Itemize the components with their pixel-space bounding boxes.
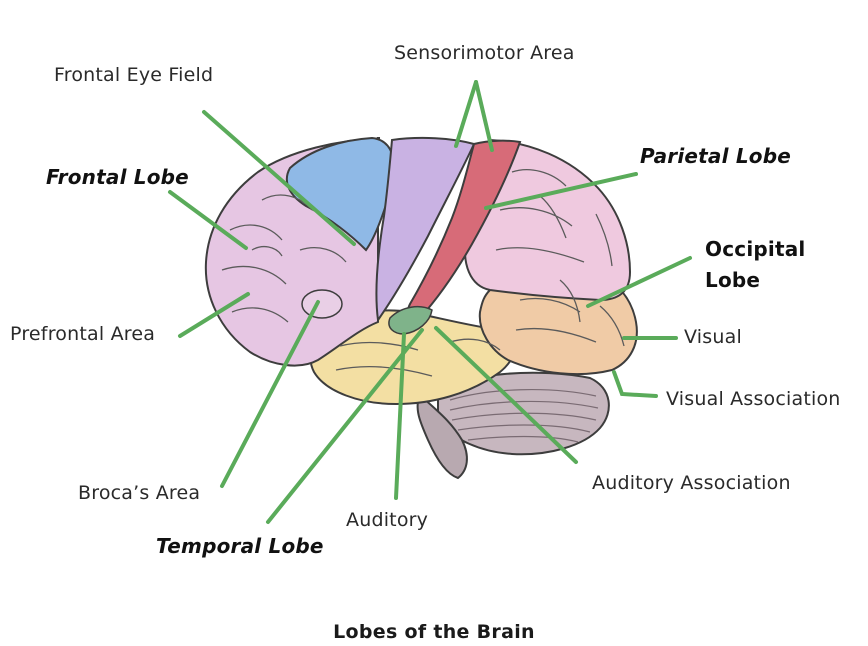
label-sensorimotor-area: Sensorimotor Area bbox=[394, 42, 575, 64]
label-occipital-lobe-line1: Occipital bbox=[705, 237, 806, 261]
label-visual-association: Visual Association bbox=[666, 388, 841, 410]
leader-brocas-area bbox=[220, 300, 320, 488]
label-temporal-lobe: Temporal Lobe bbox=[156, 534, 324, 558]
leader-frontal-lobe bbox=[168, 190, 248, 250]
brocas-area-region bbox=[301, 289, 343, 319]
leader-prefrontal-area bbox=[178, 292, 250, 338]
leader-frontal-eye-field bbox=[202, 110, 356, 246]
leader-parietal-lobe bbox=[484, 172, 638, 210]
label-occipital-lobe: Occipital Lobe bbox=[705, 234, 805, 296]
label-frontal-lobe: Frontal Lobe bbox=[46, 165, 189, 189]
leader-temporal-lobe bbox=[266, 328, 424, 524]
label-auditory-association: Auditory Association bbox=[592, 472, 791, 494]
label-prefrontal-area: Prefrontal Area bbox=[10, 323, 156, 345]
leader-sensorimotor-b bbox=[474, 80, 494, 152]
leader-auditory-association bbox=[434, 326, 578, 464]
diagram-caption: Lobes of the Brain bbox=[333, 621, 535, 643]
leader-visual-association bbox=[612, 370, 658, 398]
auditory-region bbox=[388, 305, 433, 335]
brainstem bbox=[416, 393, 468, 480]
label-visual: Visual bbox=[684, 326, 742, 348]
label-brocas-area: Broca’s Area bbox=[78, 482, 201, 504]
frontal-eye-field bbox=[285, 136, 396, 252]
sensory-strip bbox=[375, 136, 476, 323]
label-parietal-lobe: Parietal Lobe bbox=[640, 144, 791, 168]
label-auditory: Auditory bbox=[346, 509, 429, 531]
gyri-lines bbox=[221, 169, 625, 377]
leader-sensorimotor-a bbox=[454, 80, 478, 148]
label-frontal-eye-field: Frontal Eye Field bbox=[54, 64, 214, 86]
leader-lines bbox=[168, 80, 692, 524]
leader-auditory bbox=[394, 332, 406, 500]
label-occipital-lobe-line2: Lobe bbox=[705, 268, 761, 292]
leader-occipital-lobe bbox=[586, 256, 692, 308]
